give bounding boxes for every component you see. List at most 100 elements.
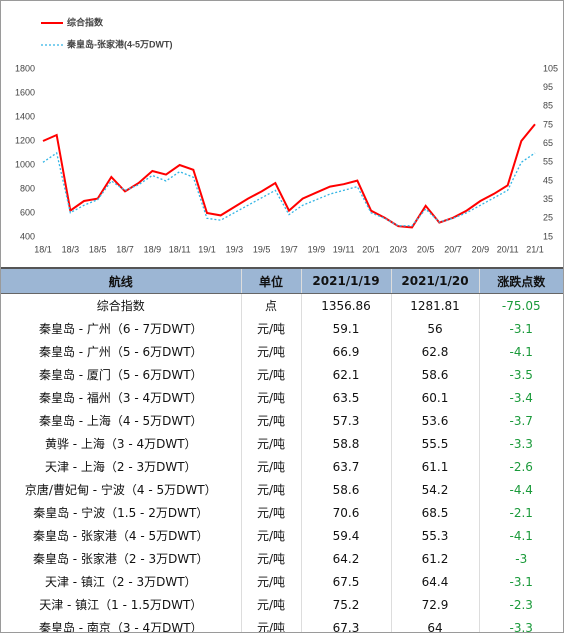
table-cell: 64.2 [300, 547, 391, 570]
table-cell: 元/吨 [240, 409, 301, 432]
data-table: 航线 单位 2021/1/19 2021/1/20 涨跌点数 综合指数 点 1356.86 1… [1, 267, 563, 632]
y2-tick-label: 55 [543, 157, 553, 167]
table-row: 秦皇岛 - 广州（6 - 7万DWT） 元/吨 59.1 56 -3.1 [1, 317, 563, 340]
table-cell: -4.1 [478, 340, 563, 363]
table-cell: -4.4 [478, 478, 563, 501]
y2-tick-label: 75 [543, 119, 553, 129]
table-cell: -3.1 [478, 317, 563, 340]
y2-tick-label: 85 [543, 101, 553, 111]
x-tick-label: 19/1 [198, 244, 216, 254]
x-tick-label: 19/11 [333, 244, 355, 254]
table-cell: 72.9 [390, 593, 479, 616]
table-cell: 68.5 [390, 501, 479, 524]
table-cell: -3.1 [478, 570, 563, 593]
x-tick-label: 18/3 [62, 244, 80, 254]
table-cell: 秦皇岛 - 上海（4 - 5万DWT） [38, 414, 203, 428]
table-cell: 天津 - 镇江（2 - 3万DWT） [44, 575, 197, 589]
y2-tick-label: 65 [543, 138, 553, 148]
table-cell: 61.1 [390, 455, 479, 478]
table-cell: 秦皇岛 - 张家港（4 - 5万DWT） [32, 529, 209, 543]
y-tick-label: 600 [20, 207, 35, 217]
table-row: 综合指数 点 1356.86 1281.81 -75.05 [1, 293, 563, 317]
table-cell: -3 [478, 547, 563, 570]
table-cell: -2.3 [478, 593, 563, 616]
table-cell: 57.3 [300, 409, 391, 432]
table-row: 秦皇岛 - 广州（5 - 6万DWT） 元/吨 66.9 62.8 -4.1 [1, 340, 563, 363]
x-tick-label: 20/1 [362, 244, 380, 254]
header-cell: 涨跌点数 [478, 267, 563, 294]
table-cell: 58.6 [390, 363, 479, 386]
x-tick-label: 20/11 [497, 244, 519, 254]
table-cell: 58.8 [300, 432, 391, 455]
x-tick-label: 20/5 [417, 244, 435, 254]
table-cell: 元/吨 [240, 455, 301, 478]
x-tick-label: 18/5 [89, 244, 107, 254]
y2-tick-label: 15 [543, 231, 553, 241]
table-row: 黄骅 - 上海（3 - 4万DWT） 元/吨 58.8 55.5 -3.3 [1, 432, 563, 455]
x-tick-label: 20/9 [472, 244, 490, 254]
y-tick-label: 1400 [15, 111, 35, 121]
table-row: 秦皇岛 - 福州（3 - 4万DWT） 元/吨 63.5 60.1 -3.4 [1, 386, 563, 409]
series-line [42, 151, 536, 227]
table-cell: 元/吨 [240, 501, 301, 524]
table-cell: 62.8 [390, 340, 479, 363]
table-cell: 元/吨 [240, 524, 301, 547]
table-cell: -3.4 [478, 386, 563, 409]
y-tick-label: 400 [20, 231, 35, 241]
table-cell: 66.9 [300, 340, 391, 363]
header-cell: 2021/1/19 [300, 267, 391, 294]
table-cell: 64 [390, 616, 479, 632]
table-cell: 秦皇岛 - 张家港（2 - 3万DWT） [32, 552, 209, 566]
y2-tick-label: 25 [543, 213, 553, 223]
table-cell: 53.6 [390, 409, 479, 432]
table-cell: 综合指数 [96, 299, 145, 313]
chart: 400 600 800 1000 1200 1400 1600 1800 15 25 35 45 55 6… [15, 16, 558, 254]
table-cell: 元/吨 [240, 593, 301, 616]
table-cell: 天津 - 上海（2 - 3万DWT） [44, 460, 197, 474]
table-cell: 元/吨 [240, 616, 301, 632]
table-row: 秦皇岛 - 上海（4 - 5万DWT） 元/吨 57.3 53.6 -3.7 [1, 409, 563, 432]
y2-tick-label: 95 [543, 82, 553, 92]
table-cell: 58.6 [300, 478, 391, 501]
y-tick-label: 1600 [15, 87, 35, 97]
table-cell: -4.1 [478, 524, 563, 547]
table-cell: 56 [390, 317, 479, 340]
table-cell: 55.3 [390, 524, 479, 547]
table-cell: 55.5 [390, 432, 479, 455]
table-row: 京唐/曹妃甸 - 宁波（4 - 5万DWT） 元/吨 58.6 54.2 -4.4 [1, 478, 563, 501]
table-cell: 59.1 [300, 317, 391, 340]
table-row: 秦皇岛 - 厦门（5 - 6万DWT） 元/吨 62.1 58.6 -3.5 [1, 363, 563, 386]
x-tick-label: 18/7 [116, 244, 134, 254]
table-cell: -2.1 [478, 501, 563, 524]
table-cell: -3.7 [478, 409, 563, 432]
table-cell: 天津 - 镇江（1 - 1.5万DWT） [39, 598, 203, 612]
table-row: 秦皇岛 - 南京（3 - 4万DWT） 元/吨 67.3 64 -3.3 [1, 616, 563, 632]
table-cell: 秦皇岛 - 宁波（1.5 - 2万DWT） [33, 506, 209, 520]
x-tick-label: 19/5 [253, 244, 271, 254]
table-cell: 63.5 [300, 386, 391, 409]
table-cell: 70.6 [300, 501, 391, 524]
table-cell: 75.2 [300, 593, 391, 616]
table-row: 天津 - 上海（2 - 3万DWT） 元/吨 63.7 61.1 -2.6 [1, 455, 563, 478]
table-row: 秦皇岛 - 宁波（1.5 - 2万DWT） 元/吨 70.6 68.5 -2.1 [1, 501, 563, 524]
table-cell: 元/吨 [240, 432, 301, 455]
y-tick-label: 1000 [15, 159, 35, 169]
header-cell: 航线 [1, 267, 241, 294]
y2-tick-label: 35 [543, 194, 553, 204]
x-tick-label: 20/7 [444, 244, 462, 254]
table-cell: -2.6 [478, 455, 563, 478]
x-tick-label: 19/7 [280, 244, 298, 254]
y-tick-label: 800 [20, 183, 35, 193]
table-cell: 京唐/曹妃甸 - 宁波（4 - 5万DWT） [24, 483, 217, 497]
y-tick-label: 1800 [15, 63, 35, 73]
table-cell: 元/吨 [240, 317, 301, 340]
table-cell: 秦皇岛 - 福州（3 - 4万DWT） [38, 391, 203, 405]
legend-label: 秦皇岛-张家港(4-5万DWT) [66, 38, 173, 49]
table-cell: 59.4 [300, 524, 391, 547]
x-tick-label: 18/1 [34, 244, 52, 254]
table-cell: 62.1 [300, 363, 391, 386]
x-tick-label: 21/1 [526, 244, 544, 254]
table-cell: 元/吨 [240, 386, 301, 409]
table-cell: 元/吨 [240, 478, 301, 501]
table-cell: 67.3 [300, 616, 391, 632]
